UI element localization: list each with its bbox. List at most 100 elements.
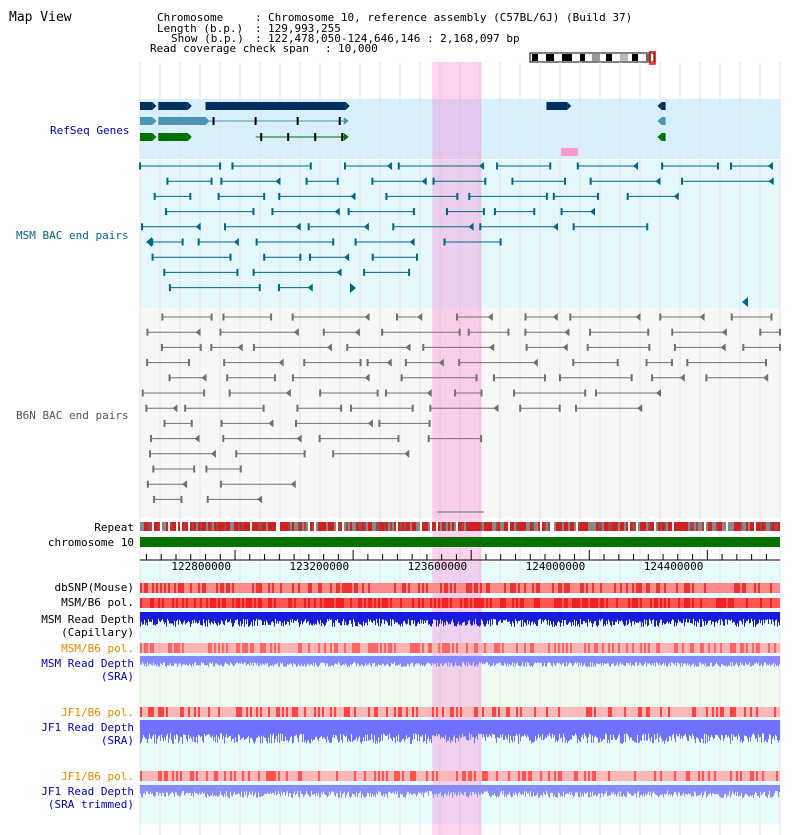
jf1-trim-depth-bar <box>551 785 552 793</box>
jf1-depth-bar <box>614 720 615 738</box>
msm-pol-sra-cell <box>348 643 350 653</box>
msm-depth-capillary-bar <box>364 612 365 626</box>
repeat-block <box>752 522 754 531</box>
msm-depth-capillary-bar <box>534 612 535 623</box>
msm-depth-sra-bar <box>307 656 308 664</box>
jf1-pol-trim-cell <box>402 771 404 781</box>
track-label-refseq[interactable]: RefSeq Genes <box>50 124 130 137</box>
msm-depth-capillary-bar <box>495 612 496 620</box>
msm-pol-sra-cell <box>190 643 192 653</box>
jf1-trim-depth-bar <box>602 785 603 794</box>
jf1-depth-bar <box>544 720 545 740</box>
jf1-trim-depth-bar <box>569 785 570 792</box>
msm-depth-capillary-bar <box>194 612 195 620</box>
msm-depth-sra-bar <box>167 656 168 666</box>
dbsnp-cell <box>336 583 338 593</box>
msm-depth-sra-bar <box>702 656 703 664</box>
msm-pol-sra-cell <box>650 643 652 653</box>
track-label-b6n-bac[interactable]: B6N BAC end pairs <box>16 409 129 422</box>
jf1-trim-depth-bar <box>601 785 602 794</box>
jf1-trim-depth-bar <box>294 785 295 792</box>
msm-pol-sra-cell <box>258 643 260 653</box>
repeat-block <box>260 522 262 531</box>
dbsnp-cell <box>506 583 508 593</box>
msm-pol-cell <box>562 598 564 608</box>
chromosome-ideogram[interactable] <box>528 51 658 65</box>
msm-depth-capillary-bar <box>239 612 240 627</box>
msm-pol-sra-cell <box>382 643 384 653</box>
jf1-depth-bar <box>575 720 576 734</box>
msm-depth-sra-bar <box>629 656 630 665</box>
msm-pol-sra-cell <box>184 643 186 653</box>
jf1-trim-depth-bar <box>274 785 275 796</box>
jf1-depth-bar <box>320 720 321 738</box>
repeat-block <box>590 522 592 531</box>
msm-depth-capillary-bar <box>291 612 292 623</box>
jf1-depth-bar <box>510 720 511 736</box>
msm-pol-sra-cell <box>754 643 756 653</box>
jf1-pol-trim-cell <box>400 771 402 781</box>
msm-depth-capillary-bar <box>167 612 168 619</box>
jf1-pol-cell <box>704 707 706 717</box>
msm-depth-capillary-bar <box>723 612 724 626</box>
msm-pol-sra-cell <box>610 643 612 653</box>
jf1-pol-cell <box>472 707 474 717</box>
jf1-pol-cell <box>672 707 674 717</box>
msm-depth-sra-bar <box>480 656 481 664</box>
msm-depth-capillary-bar <box>725 612 726 620</box>
jf1-depth-bar <box>646 720 647 741</box>
msm-pol-cell <box>406 598 408 608</box>
msm-depth-sra-bar <box>533 656 534 665</box>
dbsnp-cell <box>286 583 288 593</box>
jf1-pol-cell <box>256 707 258 717</box>
jf1-trim-depth-bar <box>441 785 442 797</box>
msm-depth-capillary-bar <box>266 612 267 621</box>
jf1-pol-trim-cell <box>474 771 476 781</box>
msm-pol-sra-cell <box>656 643 658 653</box>
msm-depth-capillary-bar <box>716 612 717 622</box>
jf1-pol-trim-cell <box>688 771 690 781</box>
jf1-pol-cell <box>686 707 688 717</box>
jf1-depth-bar <box>347 720 348 742</box>
msm-pol-sra-cell <box>534 643 536 653</box>
jf1-trim-depth-bar <box>542 785 543 797</box>
msm-depth-sra-bar <box>567 656 568 667</box>
jf1-depth-bar <box>621 720 622 744</box>
msm-bac-end <box>277 284 280 292</box>
msm-pol-sra-cell <box>354 643 356 653</box>
jf1-pol-trim-cell <box>446 771 448 781</box>
jf1-depth-bar <box>270 720 271 734</box>
track-label-msm-bac[interactable]: MSM BAC end pairs <box>16 229 129 242</box>
msm-pol-sra-cell <box>664 643 666 653</box>
jf1-trim-depth-bar <box>730 785 731 798</box>
jf1-trim-depth-bar <box>688 785 689 793</box>
msm-pol-sra-cell <box>706 643 708 653</box>
msm-depth-capillary-bar <box>514 612 515 627</box>
jf1-pol-cell <box>614 707 616 717</box>
dbsnp-cell <box>586 583 588 593</box>
jf1-depth-bar <box>185 720 186 736</box>
jf1-trim-depth-bar <box>359 785 360 793</box>
jf1-trim-depth-bar <box>245 785 246 796</box>
msm-depth-capillary-bar <box>717 612 718 624</box>
jf1-depth-bar <box>438 720 439 735</box>
msm-pol-cell <box>686 598 688 608</box>
msm-pol-sra-cell <box>206 643 208 653</box>
msm-bac-end <box>252 268 255 276</box>
msm-depth-sra-bar <box>465 656 466 666</box>
msm-depth-capillary-bar <box>416 612 417 627</box>
jf1-depth-bar <box>387 720 388 735</box>
msm-depth-sra-bar <box>557 656 558 663</box>
jf1-trim-depth-bar <box>603 785 604 797</box>
repeat-block <box>296 522 298 531</box>
jf1-trim-depth-bar <box>650 785 651 792</box>
msm-pol-cell <box>336 598 338 608</box>
msm-depth-capillary-bar <box>480 612 481 626</box>
jf1-depth-bar <box>721 720 722 735</box>
jf1-depth-bar <box>526 720 527 738</box>
jf1-depth-bar <box>738 720 739 735</box>
jf1-depth-bar <box>311 720 312 739</box>
dbsnp-cell <box>604 583 606 593</box>
jf1-depth-bar <box>484 720 485 738</box>
refseq-exon <box>212 117 215 125</box>
